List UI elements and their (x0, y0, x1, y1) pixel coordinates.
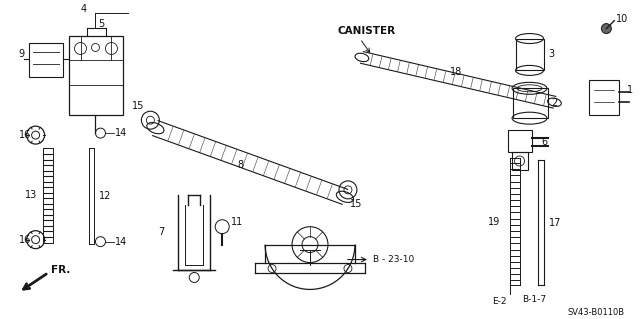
Circle shape (602, 24, 611, 33)
Text: 2: 2 (552, 98, 557, 108)
Text: 12: 12 (99, 191, 111, 201)
Text: CANISTER: CANISTER (338, 26, 396, 35)
Text: 14: 14 (115, 128, 128, 138)
Text: 8: 8 (237, 160, 243, 170)
Bar (511, 152, 527, 170)
Text: 13: 13 (25, 190, 37, 200)
Text: 10: 10 (616, 14, 628, 24)
Text: 3: 3 (548, 49, 555, 59)
Text: 19: 19 (488, 217, 500, 227)
Text: 17: 17 (548, 218, 561, 228)
Text: B - 23-10: B - 23-10 (373, 255, 414, 264)
Text: FR.: FR. (51, 264, 70, 275)
Bar (29, 42, 63, 78)
Bar (68, 35, 124, 115)
Text: 15: 15 (350, 199, 362, 209)
Text: 7: 7 (158, 227, 164, 237)
Text: 4: 4 (81, 4, 86, 14)
Text: E-2: E-2 (492, 297, 507, 306)
Bar (589, 80, 620, 115)
Bar (508, 130, 532, 152)
Text: 11: 11 (231, 217, 243, 227)
Text: 5: 5 (99, 19, 105, 29)
Bar (516, 39, 543, 70)
Text: B-1-7: B-1-7 (522, 295, 547, 304)
Text: SV43-B0110B: SV43-B0110B (567, 308, 625, 317)
Text: 1: 1 (627, 85, 634, 95)
Bar (513, 88, 547, 118)
Text: 9: 9 (19, 49, 25, 59)
Text: 18: 18 (450, 67, 462, 78)
Text: 14: 14 (115, 237, 128, 247)
Text: 15: 15 (132, 101, 145, 111)
Text: 16: 16 (19, 235, 31, 245)
Text: 6: 6 (541, 137, 548, 147)
Text: 16: 16 (19, 130, 31, 140)
